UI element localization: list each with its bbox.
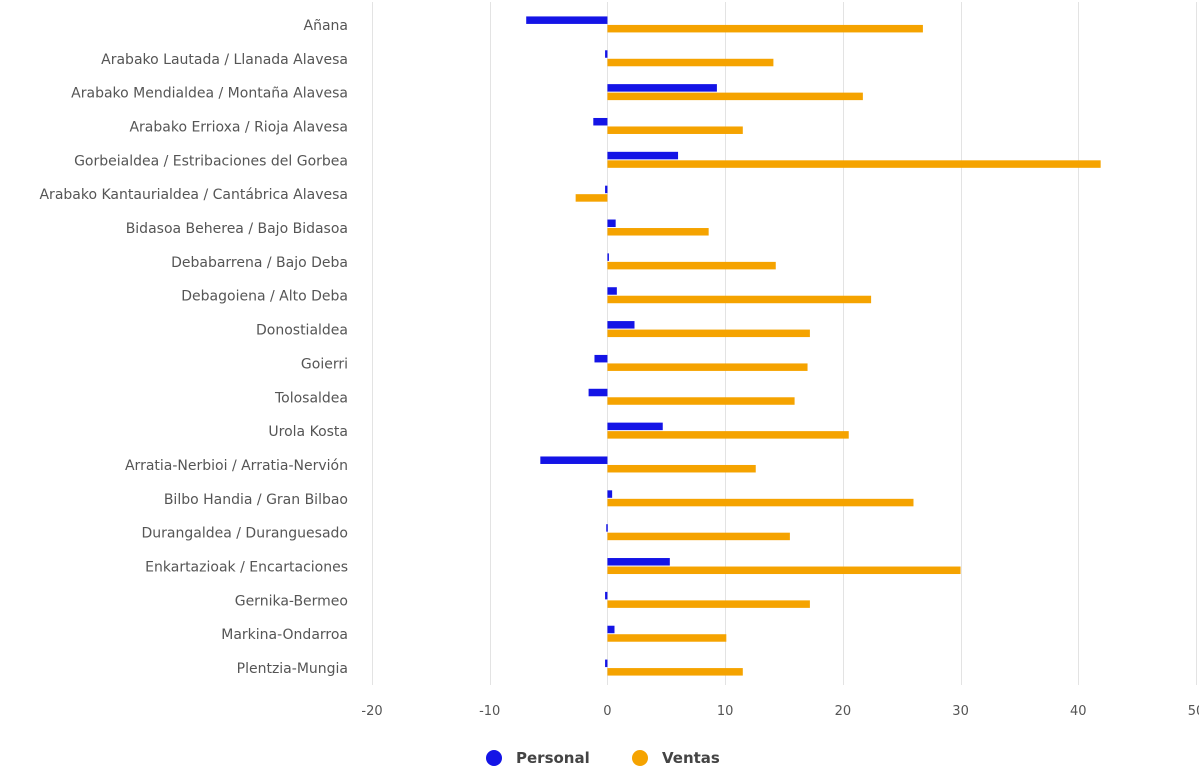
bar-ventas: [607, 634, 727, 642]
bar-ventas: [607, 431, 849, 439]
bar-ventas: [607, 295, 872, 304]
bar-personal: [607, 321, 635, 329]
bar-personal: [594, 354, 608, 363]
category-label: Donostialdea: [256, 323, 348, 339]
x-tick-label: 0: [603, 704, 611, 719]
bar-personal: [607, 219, 616, 228]
category-label: Durangaldea / Duranguesado: [142, 526, 348, 542]
bar-ventas: [607, 228, 709, 236]
bar-ventas: [607, 92, 863, 101]
bar-ventas: [607, 566, 961, 575]
bar-ventas: [607, 24, 923, 33]
category-label: Arabako Kantaurialdea / Cantábrica Alave…: [39, 187, 348, 203]
bar-personal: [605, 591, 608, 600]
gridlines: [372, 2, 1197, 685]
bar-ventas: [607, 464, 756, 473]
category-label: Tolosaldea: [274, 390, 348, 406]
category-label: Gernika-Bermeo: [235, 593, 348, 609]
category-label: Debabarrena / Bajo Deba: [171, 255, 348, 271]
bar-ventas: [607, 58, 774, 67]
bar-ventas: [607, 329, 810, 338]
bar-personal: [526, 16, 608, 24]
bar-personal: [606, 524, 608, 532]
category-label: Arabako Lautada / Llanada Alavesa: [101, 52, 348, 68]
x-tick-label: 50: [1188, 704, 1199, 719]
bar-personal: [593, 117, 608, 126]
bar-ventas: [607, 363, 808, 371]
bar-personal: [607, 558, 670, 566]
bar-personal: [605, 659, 608, 668]
legend-label-ventas[interactable]: Ventas: [662, 749, 720, 767]
bar-ventas: [575, 194, 608, 202]
legend-label-personal[interactable]: Personal: [516, 749, 590, 767]
bar-ventas: [607, 532, 790, 541]
bars: [526, 16, 1101, 676]
bar-ventas: [607, 498, 914, 507]
category-label: Enkartazioak / Encartaciones: [145, 560, 348, 576]
x-tick-label: 10: [717, 704, 734, 719]
category-label: Markina-Ondarroa: [221, 627, 348, 643]
legend-swatch-personal: [486, 750, 502, 766]
category-label: Bidasoa Beherea / Bajo Bidasoa: [126, 221, 348, 237]
x-tick-label: 20: [835, 704, 852, 719]
category-label: Arabako Mendialdea / Montaña Alavesa: [71, 86, 348, 102]
bar-personal: [607, 490, 613, 498]
bar-personal: [540, 456, 608, 464]
x-tick-label: -10: [479, 704, 500, 719]
category-labels: Añana Arabako Lautada / Llanada Alavesa Ar…: [39, 18, 348, 677]
category-label: Goierri: [301, 356, 348, 372]
category-label: Debagoiena / Alto Deba: [181, 289, 348, 305]
bar-personal: [588, 388, 608, 397]
category-label: Arabako Errioxa / Rioja Alavesa: [129, 119, 348, 135]
x-tick-label: 30: [952, 704, 969, 719]
bar-personal: [605, 185, 608, 194]
bar-ventas: [607, 668, 743, 676]
bar-ventas: [607, 600, 810, 608]
legend: Personal Ventas: [486, 749, 720, 767]
bar-ventas: [607, 126, 743, 134]
bar-personal: [607, 151, 679, 160]
bar-personal: [607, 253, 609, 261]
category-label: Gorbeialdea / Estribaciones del Gorbea: [74, 153, 348, 169]
bar-personal: [607, 625, 615, 634]
x-axis-ticks: -20 -10 0 10 20 30 40 50: [361, 704, 1199, 719]
bar-ventas: [607, 160, 1101, 168]
category-label: Bilbo Handia / Gran Bilbao: [164, 492, 348, 508]
bar-ventas: [607, 261, 776, 270]
x-tick-label: -20: [361, 704, 382, 719]
category-label: Arratia-Nerbioi / Arratia-Nervión: [125, 458, 348, 474]
bar-personal: [605, 50, 608, 58]
category-label: Plentzia-Mungia: [237, 661, 348, 677]
legend-swatch-ventas: [632, 750, 648, 766]
bar-ventas: [607, 397, 795, 405]
x-tick-label: 40: [1070, 704, 1087, 719]
category-label: Añana: [304, 18, 348, 34]
bar-personal: [607, 287, 617, 295]
category-label: Urola Kosta: [268, 424, 348, 440]
bar-personal: [607, 422, 663, 431]
bar-personal: [607, 84, 717, 92]
